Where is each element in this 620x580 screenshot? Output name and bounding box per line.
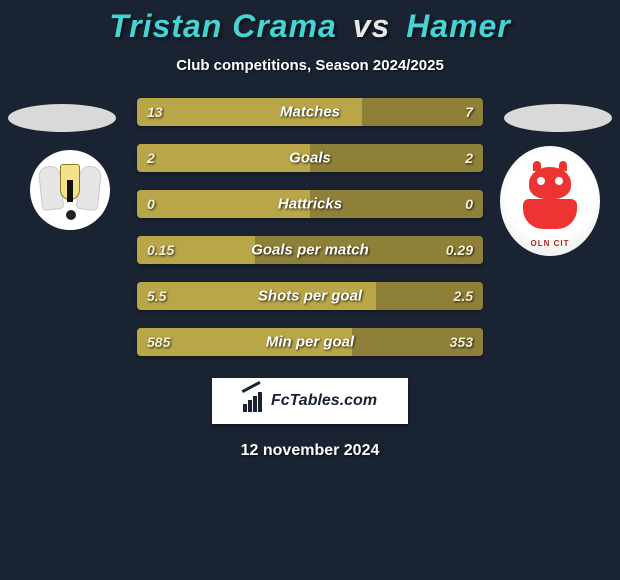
team1-logo — [30, 150, 110, 230]
stat-label: Min per goal — [137, 334, 483, 351]
comparison-card: Tristan Crama vs Hamer Club competitions… — [0, 0, 620, 460]
stat-label: Goals — [137, 150, 483, 167]
stat-row: 585353Min per goal — [137, 328, 483, 356]
stats-bars: 137Matches 22Goals 00Hattricks 0.150.29Goal… — [137, 98, 483, 356]
team2-logo: OLN CIT — [500, 146, 600, 256]
team2-mascot-icon — [515, 161, 585, 241]
player2-pill — [504, 104, 612, 132]
stat-row: 0.150.29Goals per match — [137, 236, 483, 264]
stat-row: 137Matches — [137, 98, 483, 126]
stat-row: 00Hattricks — [137, 190, 483, 218]
team2-ribbon-text: OLN CIT — [500, 239, 600, 248]
content-area: OLN CIT 137Matches 22Goals 00Hattricks 0.15… — [0, 98, 620, 460]
stat-label: Shots per goal — [137, 288, 483, 305]
attribution-text: FcTables.com — [271, 392, 377, 410]
fctables-logo-icon — [243, 390, 265, 412]
attribution-badge: FcTables.com — [212, 378, 408, 424]
stat-label: Hattricks — [137, 196, 483, 213]
stat-label: Goals per match — [137, 242, 483, 259]
date-text: 12 november 2024 — [0, 442, 620, 460]
player2-name: Hamer — [406, 8, 511, 44]
vs-separator: vs — [353, 8, 391, 44]
team1-crest-icon — [40, 160, 100, 220]
stat-row: 22Goals — [137, 144, 483, 172]
stat-row: 5.52.5Shots per goal — [137, 282, 483, 310]
page-title: Tristan Crama vs Hamer — [0, 8, 620, 45]
stat-label: Matches — [137, 104, 483, 121]
player1-name: Tristan Crama — [109, 8, 337, 44]
subtitle: Club competitions, Season 2024/2025 — [0, 57, 620, 74]
player1-pill — [8, 104, 116, 132]
